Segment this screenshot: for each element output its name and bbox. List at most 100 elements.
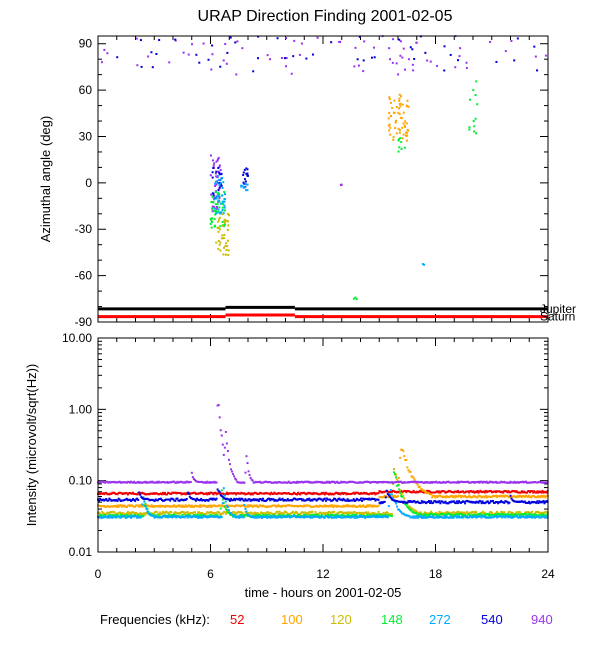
- intensity-point: [192, 511, 195, 514]
- intensity-point: [299, 516, 302, 519]
- intensity-point: [190, 515, 193, 518]
- intensity-point: [348, 511, 351, 514]
- intensity-point: [485, 516, 488, 519]
- intensity-point: [200, 505, 203, 508]
- intensity-point: [287, 512, 290, 515]
- intensity-point: [421, 481, 424, 484]
- intensity-point: [526, 481, 528, 484]
- intensity-point: [405, 481, 408, 484]
- intensity-point: [398, 480, 401, 483]
- intensity-point: [235, 478, 238, 481]
- intensity-point: [158, 492, 161, 495]
- intensity-point: [246, 514, 249, 517]
- intensity-point: [263, 481, 266, 484]
- intensity-point: [505, 490, 508, 493]
- intensity-point: [290, 481, 293, 484]
- azimuth-point-272: [219, 202, 222, 205]
- intensity-point: [183, 498, 186, 501]
- azimuth-point-940: [285, 57, 288, 60]
- intensity-point: [150, 481, 153, 484]
- intensity-point: [212, 493, 215, 496]
- intensity-point: [187, 512, 190, 515]
- intensity-point: [441, 500, 444, 503]
- intensity-point: [319, 504, 322, 507]
- intensity-series-100: [97, 448, 549, 509]
- intensity-point: [338, 511, 341, 514]
- intensity-point: [399, 456, 402, 459]
- intensity-point: [196, 505, 198, 508]
- intensity-point: [283, 510, 286, 513]
- intensity-point: [499, 481, 502, 484]
- intensity-point: [436, 490, 439, 493]
- intensity-point: [535, 513, 538, 516]
- intensity-point: [407, 481, 410, 484]
- azimuth-point-272: [246, 183, 249, 186]
- intensity-point: [409, 491, 412, 494]
- intensity-point: [378, 496, 381, 499]
- intensity-point: [240, 497, 243, 500]
- intensity-point: [266, 511, 269, 514]
- intensity-point: [248, 492, 251, 495]
- intensity-point: [137, 480, 140, 483]
- intensity-point: [249, 511, 252, 514]
- intensity-point: [398, 508, 401, 511]
- intensity-point: [508, 481, 511, 484]
- intensity-point: [488, 511, 491, 514]
- intensity-point: [106, 505, 109, 508]
- intensity-point: [504, 500, 507, 503]
- intensity-point: [464, 513, 467, 516]
- intensity-point: [508, 515, 511, 518]
- intensity-point: [219, 515, 222, 518]
- azimuth-point-120: [217, 230, 220, 233]
- intensity-point: [337, 498, 340, 501]
- intensity-point: [330, 493, 333, 496]
- intensity-point: [255, 512, 258, 515]
- intensity-point: [164, 481, 167, 484]
- intensity-point: [461, 480, 464, 483]
- intensity-point: [477, 513, 480, 516]
- intensity-point: [368, 480, 371, 483]
- intensity-point: [216, 515, 219, 518]
- intensity-point: [312, 515, 315, 518]
- intensity-point: [342, 515, 345, 518]
- intensity-point: [468, 513, 471, 516]
- intensity-point: [257, 481, 260, 484]
- intensity-point: [196, 492, 198, 495]
- intensity-point: [290, 493, 293, 496]
- intensity-point: [169, 510, 172, 513]
- intensity-point: [398, 477, 401, 480]
- intensity-point: [150, 512, 153, 515]
- azimuth-point-100: [398, 99, 401, 102]
- intensity-point: [316, 513, 319, 516]
- intensity-point: [214, 481, 217, 484]
- intensity-point: [506, 494, 509, 497]
- azimuth-point-940: [213, 205, 216, 208]
- intensity-point: [359, 505, 362, 508]
- intensity-point: [373, 481, 376, 484]
- azimuth-point-940: [504, 50, 507, 53]
- intensity-point: [379, 481, 382, 484]
- intensity-point: [262, 481, 264, 484]
- azimuth-point-148: [397, 138, 400, 141]
- intensity-point: [507, 516, 510, 519]
- intensity-point: [441, 496, 444, 499]
- intensity-point: [148, 512, 151, 515]
- intensity-point: [542, 513, 545, 516]
- intensity-point: [106, 516, 109, 519]
- azimuth-point-148: [210, 201, 213, 204]
- intensity-point: [163, 505, 165, 508]
- intensity-point: [539, 514, 542, 517]
- intensity-point: [538, 512, 541, 515]
- intensity-point: [275, 505, 278, 508]
- azimuth-plot-frame: [97, 35, 549, 323]
- intensity-point: [188, 514, 191, 517]
- intensity-point: [395, 490, 398, 493]
- intensity-point: [272, 498, 275, 501]
- intensity-point: [170, 514, 173, 517]
- intensity-point: [156, 516, 159, 519]
- intensity-point: [434, 513, 437, 516]
- azimuth-point-540: [211, 176, 214, 179]
- intensity-point: [430, 493, 433, 496]
- intensity-point: [460, 490, 462, 493]
- intensity-point: [209, 481, 212, 484]
